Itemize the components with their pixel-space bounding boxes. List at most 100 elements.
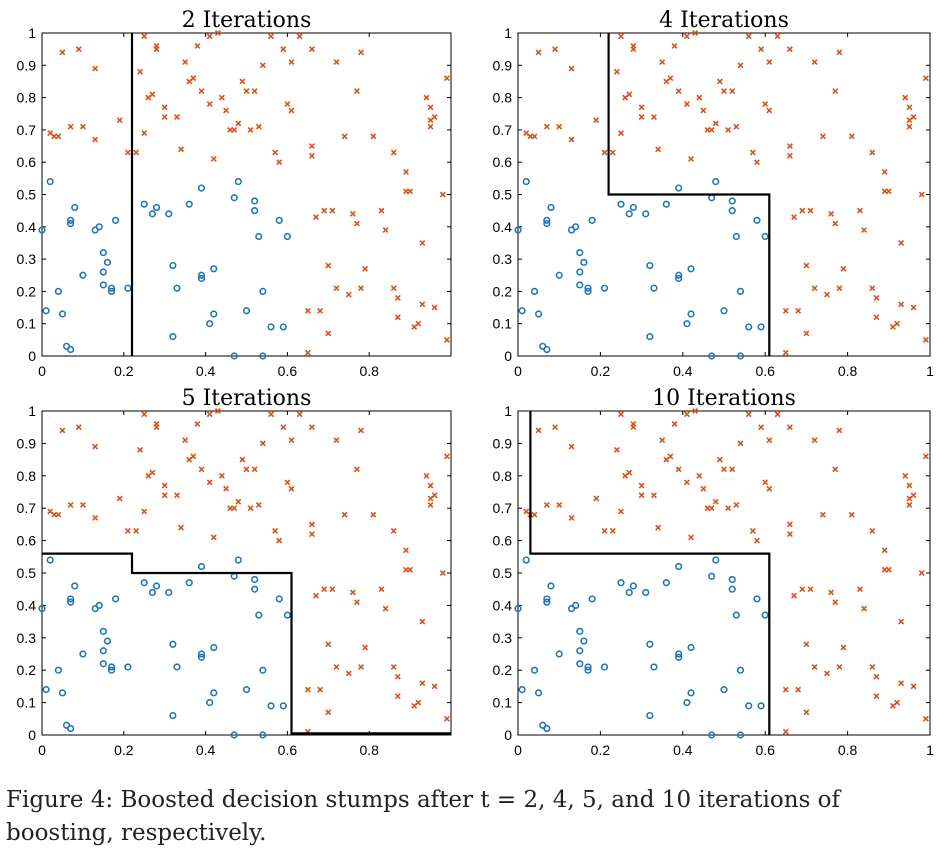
positive-point bbox=[308, 152, 315, 159]
cross-stroke bbox=[848, 133, 855, 140]
positive-point bbox=[419, 680, 426, 687]
positive-point bbox=[67, 123, 74, 130]
cross-stroke bbox=[861, 227, 868, 233]
negative-point bbox=[687, 643, 695, 652]
cross-stroke bbox=[873, 673, 880, 680]
negative-point bbox=[107, 663, 116, 671]
positive-point bbox=[885, 188, 892, 195]
positive-point bbox=[836, 427, 843, 434]
positive-point bbox=[762, 479, 769, 486]
positive-point bbox=[626, 91, 633, 98]
cross-stroke bbox=[382, 227, 389, 233]
positive-point bbox=[885, 566, 892, 573]
positive-point bbox=[568, 443, 575, 450]
positive-point bbox=[786, 152, 793, 159]
positive-point bbox=[774, 33, 781, 40]
cross-stroke bbox=[276, 537, 283, 544]
negative-point bbox=[757, 323, 765, 331]
caption-label: Figure 4: bbox=[6, 787, 114, 813]
negative-point bbox=[761, 232, 769, 241]
cross-stroke bbox=[531, 133, 538, 140]
negative-point bbox=[255, 232, 263, 241]
cross-stroke bbox=[141, 33, 148, 40]
cross-stroke bbox=[712, 498, 719, 505]
positive-point bbox=[251, 466, 258, 473]
negative-point bbox=[576, 627, 584, 635]
negative-point bbox=[753, 216, 761, 224]
cross-stroke bbox=[353, 220, 360, 227]
cross-stroke bbox=[280, 424, 287, 431]
x-tick-label: 0.2 bbox=[114, 363, 134, 379]
cross-stroke bbox=[353, 88, 360, 95]
positive-point bbox=[313, 214, 319, 221]
cross-stroke bbox=[210, 534, 217, 541]
positive-point bbox=[782, 307, 789, 314]
positive-point bbox=[276, 159, 283, 166]
positive-point bbox=[415, 320, 422, 327]
positive-point bbox=[683, 479, 690, 486]
positive-point bbox=[431, 304, 438, 311]
positive-point bbox=[758, 424, 765, 431]
negative-point bbox=[210, 643, 218, 652]
positive-point bbox=[206, 411, 213, 418]
negative-point bbox=[736, 352, 745, 360]
cross-stroke bbox=[910, 683, 917, 690]
cross-stroke bbox=[149, 91, 156, 98]
cross-stroke bbox=[618, 130, 624, 137]
positive-point bbox=[308, 521, 315, 528]
cross-stroke bbox=[601, 527, 608, 534]
cross-stroke bbox=[313, 214, 319, 221]
positive-point bbox=[918, 191, 925, 198]
cross-stroke bbox=[423, 94, 430, 101]
cross-stroke bbox=[733, 123, 740, 130]
positive-point bbox=[141, 33, 148, 40]
negative-point bbox=[576, 249, 584, 257]
positive-point bbox=[803, 641, 810, 648]
cross-stroke bbox=[116, 117, 123, 124]
negative-point bbox=[736, 287, 745, 296]
negative-point bbox=[588, 216, 596, 224]
cross-stroke bbox=[353, 599, 360, 606]
positive-point bbox=[75, 46, 82, 53]
cross-stroke bbox=[782, 728, 789, 735]
positive-point bbox=[745, 411, 752, 418]
x-tick-label: 0.2 bbox=[114, 742, 134, 758]
positive-point bbox=[427, 104, 434, 111]
positive-point bbox=[333, 285, 340, 292]
cross-stroke bbox=[828, 210, 835, 217]
cross-stroke bbox=[700, 485, 707, 492]
decision-boundary bbox=[42, 552, 451, 735]
cross-stroke bbox=[317, 307, 324, 314]
y-tick-label: 1 bbox=[504, 403, 512, 419]
panel-2: 0 0.1 0.2 0.3 0.4 0.5 0.6 0.7 0.8 0.9 1 0 0.2 0.4 0.6 0… bbox=[493, 8, 935, 379]
cross-stroke bbox=[918, 191, 925, 198]
cross-stroke bbox=[894, 699, 901, 706]
positive-point bbox=[427, 482, 434, 489]
cross-stroke bbox=[308, 424, 315, 431]
negative-point bbox=[197, 271, 206, 279]
cross-stroke bbox=[832, 599, 839, 606]
cross-stroke bbox=[304, 307, 311, 314]
cross-stroke bbox=[218, 94, 225, 101]
negative-point bbox=[42, 307, 50, 315]
positive-point bbox=[659, 59, 666, 66]
decision-boundary bbox=[529, 411, 771, 735]
positive-point bbox=[906, 482, 913, 489]
cross-stroke bbox=[345, 670, 352, 677]
negative-point bbox=[543, 724, 551, 733]
cross-stroke bbox=[638, 114, 645, 120]
positive-point bbox=[840, 265, 847, 272]
positive-point bbox=[349, 210, 356, 217]
cross-stroke bbox=[182, 59, 189, 66]
cross-stroke bbox=[795, 686, 802, 693]
cross-stroke bbox=[153, 420, 160, 427]
positive-point bbox=[601, 527, 608, 534]
cross-stroke bbox=[836, 49, 843, 56]
positive-point bbox=[675, 88, 682, 95]
positive-point bbox=[431, 492, 438, 499]
positive-point bbox=[308, 424, 315, 431]
cross-stroke bbox=[906, 123, 913, 130]
negative-point bbox=[67, 595, 75, 603]
cross-stroke bbox=[786, 46, 793, 53]
positive-point bbox=[235, 498, 242, 505]
